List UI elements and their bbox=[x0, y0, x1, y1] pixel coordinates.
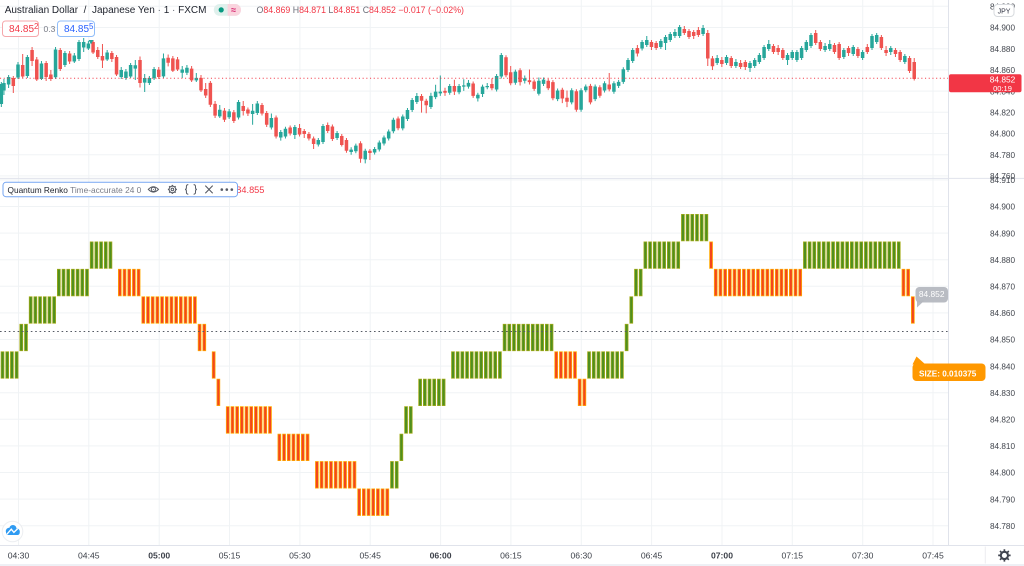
svg-text:Australian Dollar / Japanese: Australian Dollar / Japanese Yen · 1 · F… bbox=[5, 5, 207, 16]
svg-text:05:45: 05:45 bbox=[359, 551, 381, 561]
svg-text:84.820: 84.820 bbox=[990, 416, 1015, 425]
svg-text:05:30: 05:30 bbox=[289, 551, 311, 561]
svg-text:04:45: 04:45 bbox=[78, 551, 100, 561]
svg-text:84.852: 84.852 bbox=[9, 22, 39, 35]
svg-text:06:15: 06:15 bbox=[500, 551, 522, 561]
svg-text:84.852: 84.852 bbox=[990, 75, 1016, 85]
svg-text:84.860: 84.860 bbox=[990, 66, 1015, 75]
svg-text:84.800: 84.800 bbox=[990, 469, 1015, 478]
svg-text:84.852: 84.852 bbox=[919, 289, 945, 299]
svg-text:84.860: 84.860 bbox=[990, 309, 1015, 318]
svg-text:84.890: 84.890 bbox=[990, 229, 1015, 238]
svg-text:84.900: 84.900 bbox=[990, 203, 1015, 212]
svg-text:05:00: 05:00 bbox=[148, 551, 170, 561]
svg-text:84.910: 84.910 bbox=[990, 176, 1015, 185]
svg-text:84.820: 84.820 bbox=[990, 109, 1015, 118]
svg-text:04:30: 04:30 bbox=[8, 551, 30, 561]
svg-text:84.850: 84.850 bbox=[990, 336, 1015, 345]
svg-text:84.880: 84.880 bbox=[990, 256, 1015, 265]
svg-text:0.3: 0.3 bbox=[44, 24, 56, 34]
svg-text:JPY: JPY bbox=[998, 8, 1011, 15]
svg-text:84.855: 84.855 bbox=[236, 185, 264, 195]
svg-text:84.810: 84.810 bbox=[990, 442, 1015, 451]
svg-text:84.760: 84.760 bbox=[990, 172, 1015, 181]
svg-text:84.790: 84.790 bbox=[990, 495, 1015, 504]
svg-text:06:30: 06:30 bbox=[571, 551, 593, 561]
svg-text:Quantum Renko Time-accurate 24: Quantum Renko Time-accurate 24 0 bbox=[8, 185, 142, 195]
svg-text:06:00: 06:00 bbox=[430, 551, 452, 561]
svg-text:07:15: 07:15 bbox=[782, 551, 804, 561]
svg-text:06:45: 06:45 bbox=[641, 551, 663, 561]
svg-text:05:15: 05:15 bbox=[219, 551, 241, 561]
svg-text:84.900: 84.900 bbox=[990, 24, 1015, 33]
svg-text:SIZE: 0.010375: SIZE: 0.010375 bbox=[919, 369, 977, 378]
svg-text:07:45: 07:45 bbox=[922, 551, 944, 561]
svg-text:07:00: 07:00 bbox=[711, 551, 733, 561]
svg-text:84.780: 84.780 bbox=[990, 522, 1015, 531]
svg-text:84.855: 84.855 bbox=[64, 22, 94, 35]
svg-text:00:19: 00:19 bbox=[993, 84, 1012, 93]
svg-text:O84.869 H84.871 L84.851 C84.85: O84.869 H84.871 L84.851 C84.852 −0.017 (… bbox=[257, 5, 465, 15]
svg-text:84.840: 84.840 bbox=[990, 362, 1015, 371]
svg-text:84.830: 84.830 bbox=[990, 389, 1015, 398]
svg-text:≈: ≈ bbox=[231, 5, 236, 15]
svg-text:84.880: 84.880 bbox=[990, 45, 1015, 54]
svg-text:07:30: 07:30 bbox=[852, 551, 874, 561]
svg-text:84.870: 84.870 bbox=[990, 283, 1015, 292]
svg-text:84.780: 84.780 bbox=[990, 151, 1015, 160]
svg-text:84.800: 84.800 bbox=[990, 130, 1015, 139]
